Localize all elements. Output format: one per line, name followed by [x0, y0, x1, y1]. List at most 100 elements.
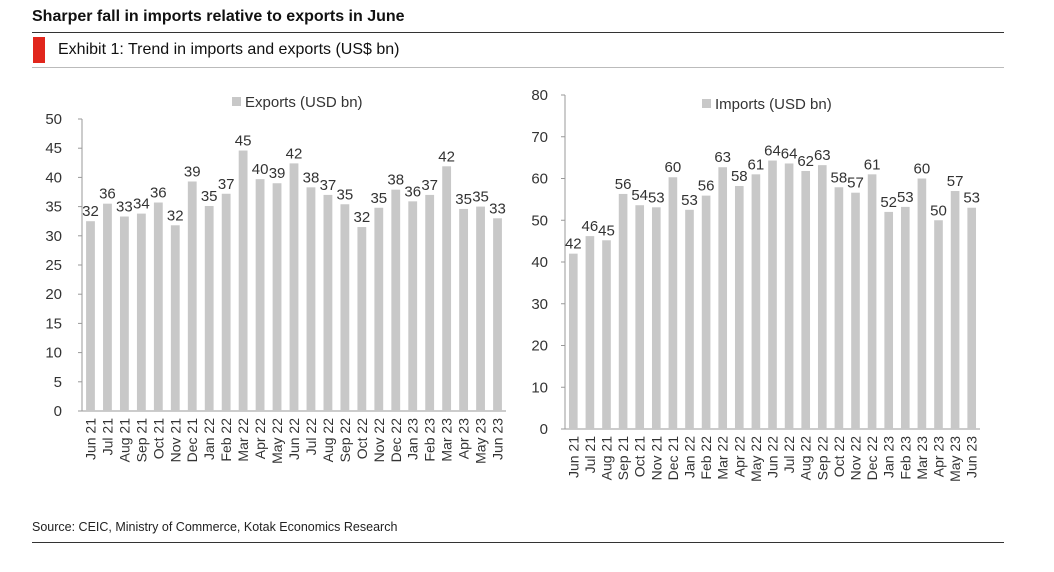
data-label: 42 [286, 145, 303, 162]
bar [651, 207, 661, 429]
x-tick-label: Feb 22 [218, 418, 234, 462]
data-label: 32 [167, 207, 184, 224]
data-label: 35 [472, 189, 489, 206]
y-tick-label: 5 [54, 374, 62, 391]
x-tick-label: Jul 22 [781, 436, 797, 474]
y-tick-label: 50 [45, 111, 62, 128]
data-label: 38 [387, 172, 404, 189]
y-tick-label: 80 [531, 87, 548, 104]
x-tick-label: Jun 22 [765, 436, 781, 478]
y-tick-label: 50 [531, 212, 548, 229]
data-label: 62 [797, 153, 814, 170]
data-label: 53 [648, 189, 665, 206]
data-label: 36 [404, 183, 421, 200]
x-tick-label: Jun 21 [565, 436, 581, 478]
data-label: 39 [269, 165, 286, 182]
y-tick-label: 25 [45, 257, 62, 274]
bar [408, 201, 418, 411]
bar [834, 187, 844, 429]
bar [103, 203, 112, 411]
exhibit-divider [32, 67, 1004, 68]
chart-imports: 0 10 20 30 40 50 60 70 80 42 Jun 21 46 Jul 21 45 Aug 2… [531, 87, 980, 482]
x-tick-label: Apr 22 [731, 436, 747, 477]
y-tick-label: 60 [531, 171, 548, 188]
bar [768, 160, 777, 430]
x-tick-label: Oct 22 [831, 436, 847, 477]
x-tick-label: Feb 23 [422, 418, 438, 462]
bar [323, 194, 333, 411]
y-tick-label: 45 [45, 140, 62, 157]
bar [340, 204, 350, 411]
bar [685, 209, 694, 429]
source-note: Source: CEIC, Ministry of Commerce, Kota… [32, 520, 398, 534]
y-tick-label: 40 [45, 169, 62, 186]
data-label: 56 [615, 176, 632, 193]
bar [187, 181, 197, 411]
bar [170, 225, 180, 411]
bar [967, 207, 977, 429]
data-label: 63 [814, 147, 831, 164]
x-tick-label: Nov 22 [848, 436, 864, 481]
bar [635, 205, 645, 429]
data-label: 53 [897, 189, 914, 206]
x-tick-label: Oct 21 [150, 418, 166, 459]
data-label: 38 [303, 169, 320, 186]
x-tick-label: May 22 [269, 418, 285, 464]
bar [136, 213, 146, 411]
data-label: 35 [337, 186, 354, 203]
data-label: 36 [150, 185, 167, 202]
x-tick-label: Aug 22 [320, 418, 336, 463]
bar [867, 174, 877, 429]
data-label: 33 [489, 200, 506, 217]
data-label: 39 [184, 163, 201, 180]
legend-label: Exports (USD bn) [245, 94, 363, 111]
data-label: 32 [82, 203, 99, 220]
x-tick-label: Sep 22 [814, 436, 830, 481]
bar [357, 227, 367, 411]
data-label: 37 [218, 176, 235, 193]
bar [950, 191, 960, 429]
x-tick-label: Jul 21 [582, 436, 598, 474]
y-tick-label: 10 [531, 379, 548, 396]
y-tick-label: 30 [531, 296, 548, 313]
bar [272, 183, 282, 411]
y-tick-label: 0 [540, 421, 548, 438]
x-tick-label: Nov 21 [167, 418, 183, 463]
bar [701, 195, 711, 429]
data-label: 50 [930, 202, 947, 219]
bar [900, 206, 910, 429]
x-tick-label: Jul 22 [303, 418, 319, 456]
data-label: 52 [880, 194, 897, 211]
bar [119, 216, 129, 411]
bar [391, 189, 401, 411]
data-label: 42 [438, 148, 455, 165]
y-tick-label: 30 [45, 228, 62, 245]
x-tick-label: Dec 21 [184, 418, 200, 463]
bar [204, 206, 214, 411]
x-tick-label: Apr 22 [252, 418, 268, 459]
x-tick-label: Apr 23 [931, 436, 947, 477]
x-tick-label: Feb 23 [897, 436, 913, 480]
x-tick-label: Sep 21 [133, 418, 149, 463]
data-label: 53 [963, 190, 980, 207]
x-tick-label: Mar 22 [235, 418, 251, 462]
data-label: 57 [947, 173, 964, 190]
bar [585, 236, 595, 429]
x-tick-label: May 23 [473, 418, 489, 464]
data-label: 32 [353, 209, 370, 226]
legend-swatch [702, 99, 711, 108]
exhibit-title: Exhibit 1: Trend in imports and exports … [58, 41, 400, 58]
x-tick-label: Jul 21 [99, 418, 115, 456]
x-tick-label: Mar 23 [439, 418, 455, 462]
x-tick-label: Jun 23 [964, 436, 980, 478]
data-label: 63 [714, 149, 731, 166]
bar [817, 165, 827, 429]
bar [934, 220, 943, 429]
x-tick-label: Oct 22 [354, 418, 370, 459]
x-tick-label: Aug 21 [599, 436, 615, 481]
legend-swatch [232, 97, 241, 106]
x-tick-label: Dec 22 [388, 418, 404, 463]
x-tick-label: May 22 [748, 436, 764, 482]
exhibit-marker [33, 37, 45, 63]
